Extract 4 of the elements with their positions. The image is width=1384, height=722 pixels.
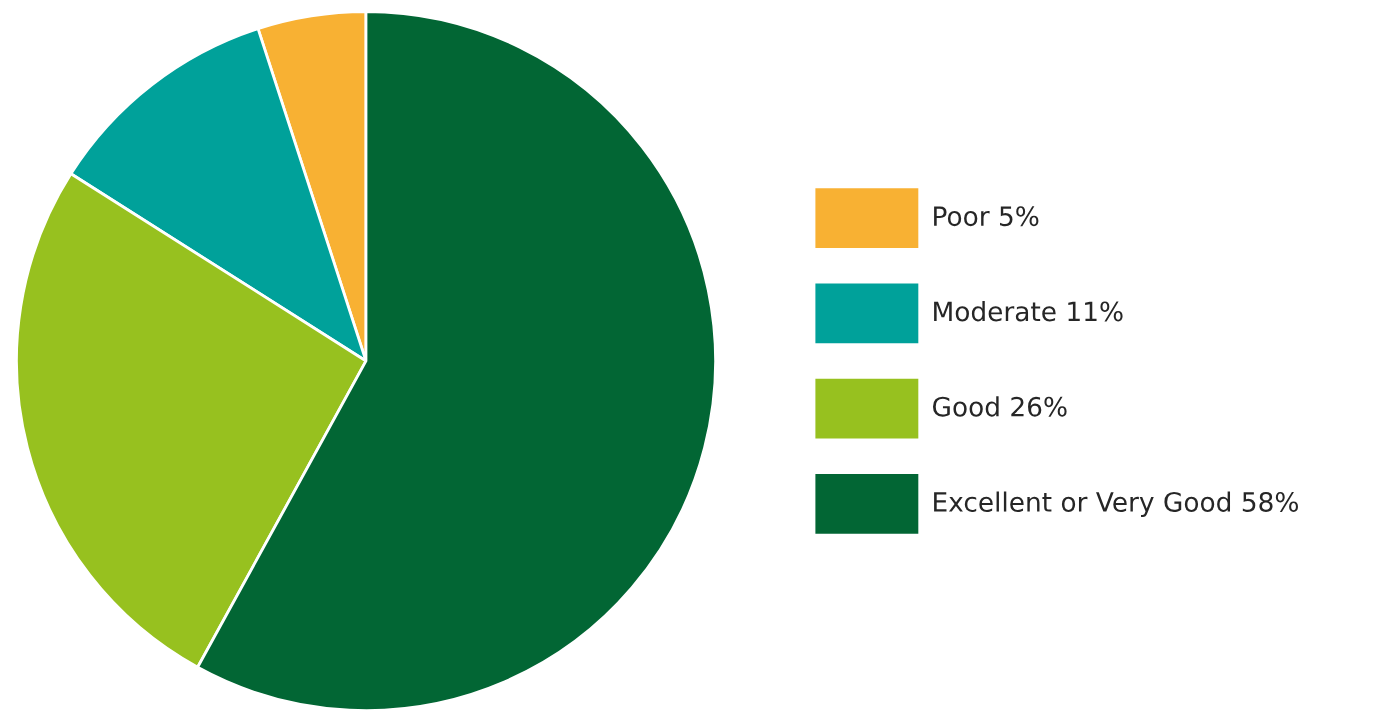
legend-label: Excellent or Very Good 58% [934,491,1298,518]
legend-label: Poor 5% [934,206,1039,227]
legend-label: Moderate 11% [934,300,1123,322]
legend-label: Good 26% [932,396,1067,417]
